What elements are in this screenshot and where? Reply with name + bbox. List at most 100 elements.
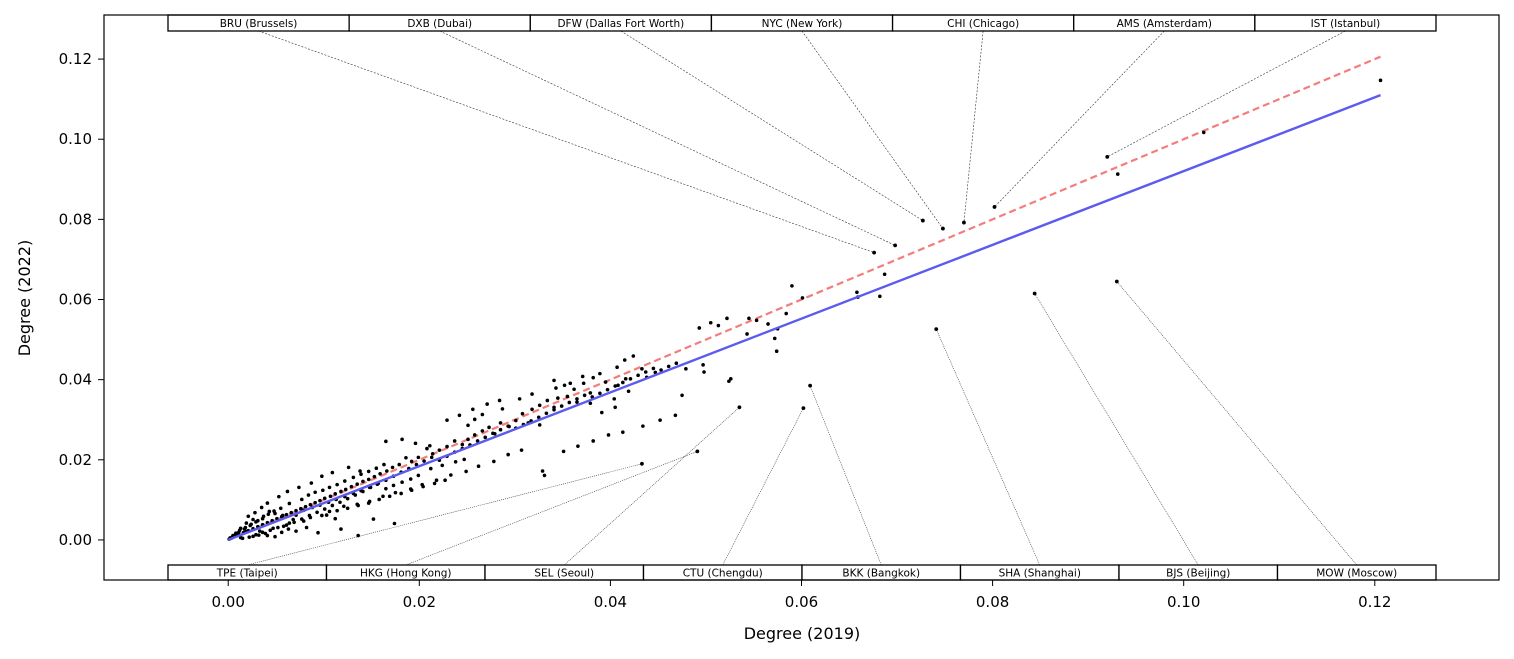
- data-point: [254, 520, 258, 524]
- data-point: [400, 480, 404, 485]
- data-point: [487, 425, 491, 430]
- data-point: [321, 488, 325, 493]
- data-point: [453, 459, 458, 464]
- data-point: [882, 272, 887, 277]
- data-point: [392, 521, 397, 526]
- data-point: [554, 386, 558, 390]
- data-point: [745, 332, 749, 336]
- data-point: [572, 387, 576, 392]
- x-axis-title: Degree (2019): [744, 624, 861, 643]
- data-point: [260, 530, 265, 535]
- callout-label: BRU (Brussels): [220, 18, 298, 30]
- data-point: [623, 377, 628, 381]
- data-point: [253, 510, 257, 515]
- data-point: [653, 370, 658, 375]
- data-point: [562, 383, 567, 388]
- data-point: [393, 490, 398, 495]
- data-point: [377, 497, 381, 502]
- data-point: [322, 507, 327, 511]
- callout-labels: BRU (Brussels) DXB (Dubai) DFW (Dallas For…: [167, 14, 1437, 581]
- data-point: [622, 358, 627, 362]
- labeled-point: [893, 243, 898, 248]
- data-point: [356, 503, 360, 508]
- data-point: [294, 529, 298, 533]
- callout-label: DXB (Dubai): [407, 18, 472, 30]
- data-point: [643, 370, 648, 374]
- data-point: [466, 437, 470, 442]
- callout-label: NYC (New York): [762, 18, 843, 30]
- data-point: [628, 377, 633, 381]
- callout-leader: [1034, 293, 1199, 566]
- data-point: [492, 459, 496, 464]
- data-point: [428, 443, 432, 448]
- data-point: [409, 459, 414, 464]
- data-point: [568, 381, 573, 386]
- data-point: [273, 534, 277, 539]
- data-point: [299, 506, 303, 511]
- data-point: [247, 535, 252, 539]
- y-tick-label: 0.04: [59, 371, 92, 389]
- data-point: [1378, 78, 1383, 83]
- callout-leader-lines: [247, 30, 1357, 566]
- callout-label: SEL (Seoul): [534, 568, 594, 580]
- data-point: [519, 448, 524, 452]
- data-point: [1115, 172, 1120, 176]
- data-point: [297, 485, 301, 490]
- labeled-point: [962, 220, 966, 225]
- data-point: [591, 439, 596, 443]
- data-point: [355, 482, 360, 487]
- data-point: [271, 526, 275, 531]
- data-point: [345, 496, 350, 501]
- data-point: [725, 316, 729, 321]
- data-point: [498, 421, 503, 425]
- data-point: [588, 391, 593, 395]
- data-point: [621, 430, 625, 434]
- data-point: [576, 444, 580, 448]
- data-point: [299, 497, 304, 502]
- data-point: [272, 509, 276, 513]
- data-point: [621, 380, 625, 385]
- data-point: [299, 517, 304, 521]
- callout-label: HKG (Hong Kong): [360, 568, 452, 580]
- data-point: [701, 363, 705, 367]
- data-point: [472, 417, 477, 422]
- data-point: [335, 508, 339, 513]
- data-point: [349, 484, 354, 489]
- data-point: [1201, 130, 1206, 135]
- data-point: [545, 398, 550, 403]
- data-point: [440, 463, 445, 468]
- data-point: [590, 395, 595, 399]
- data-point: [374, 466, 379, 471]
- data-point: [429, 455, 434, 460]
- data-point: [277, 494, 281, 499]
- data-point: [612, 397, 617, 401]
- data-point: [324, 513, 329, 517]
- data-point: [800, 296, 805, 300]
- data-point: [422, 459, 426, 463]
- data-point: [445, 444, 449, 449]
- data-point: [294, 508, 298, 513]
- data-point: [339, 489, 343, 494]
- data-point: [506, 424, 510, 428]
- data-point: [561, 449, 566, 454]
- callout-leader: [1107, 30, 1346, 158]
- callout-label: CHI (Chicago): [947, 18, 1019, 30]
- data-point: [514, 418, 518, 423]
- data-point: [658, 418, 662, 422]
- data-point: [286, 527, 291, 531]
- y-axis-title: Degree (2022): [15, 240, 34, 357]
- data-point: [485, 402, 489, 406]
- data-point: [382, 462, 386, 467]
- callout-leader: [722, 407, 804, 566]
- data-point: [385, 469, 389, 473]
- data-point: [575, 397, 579, 401]
- data-point: [387, 494, 392, 499]
- data-point: [400, 437, 404, 442]
- y-tick-label: 0.00: [59, 531, 92, 549]
- data-point: [335, 482, 339, 487]
- callout-label: MOW (Moscow): [1316, 568, 1397, 580]
- data-point: [278, 506, 283, 511]
- data-point: [328, 494, 333, 499]
- callout-leader: [809, 385, 882, 566]
- data-point: [855, 290, 859, 295]
